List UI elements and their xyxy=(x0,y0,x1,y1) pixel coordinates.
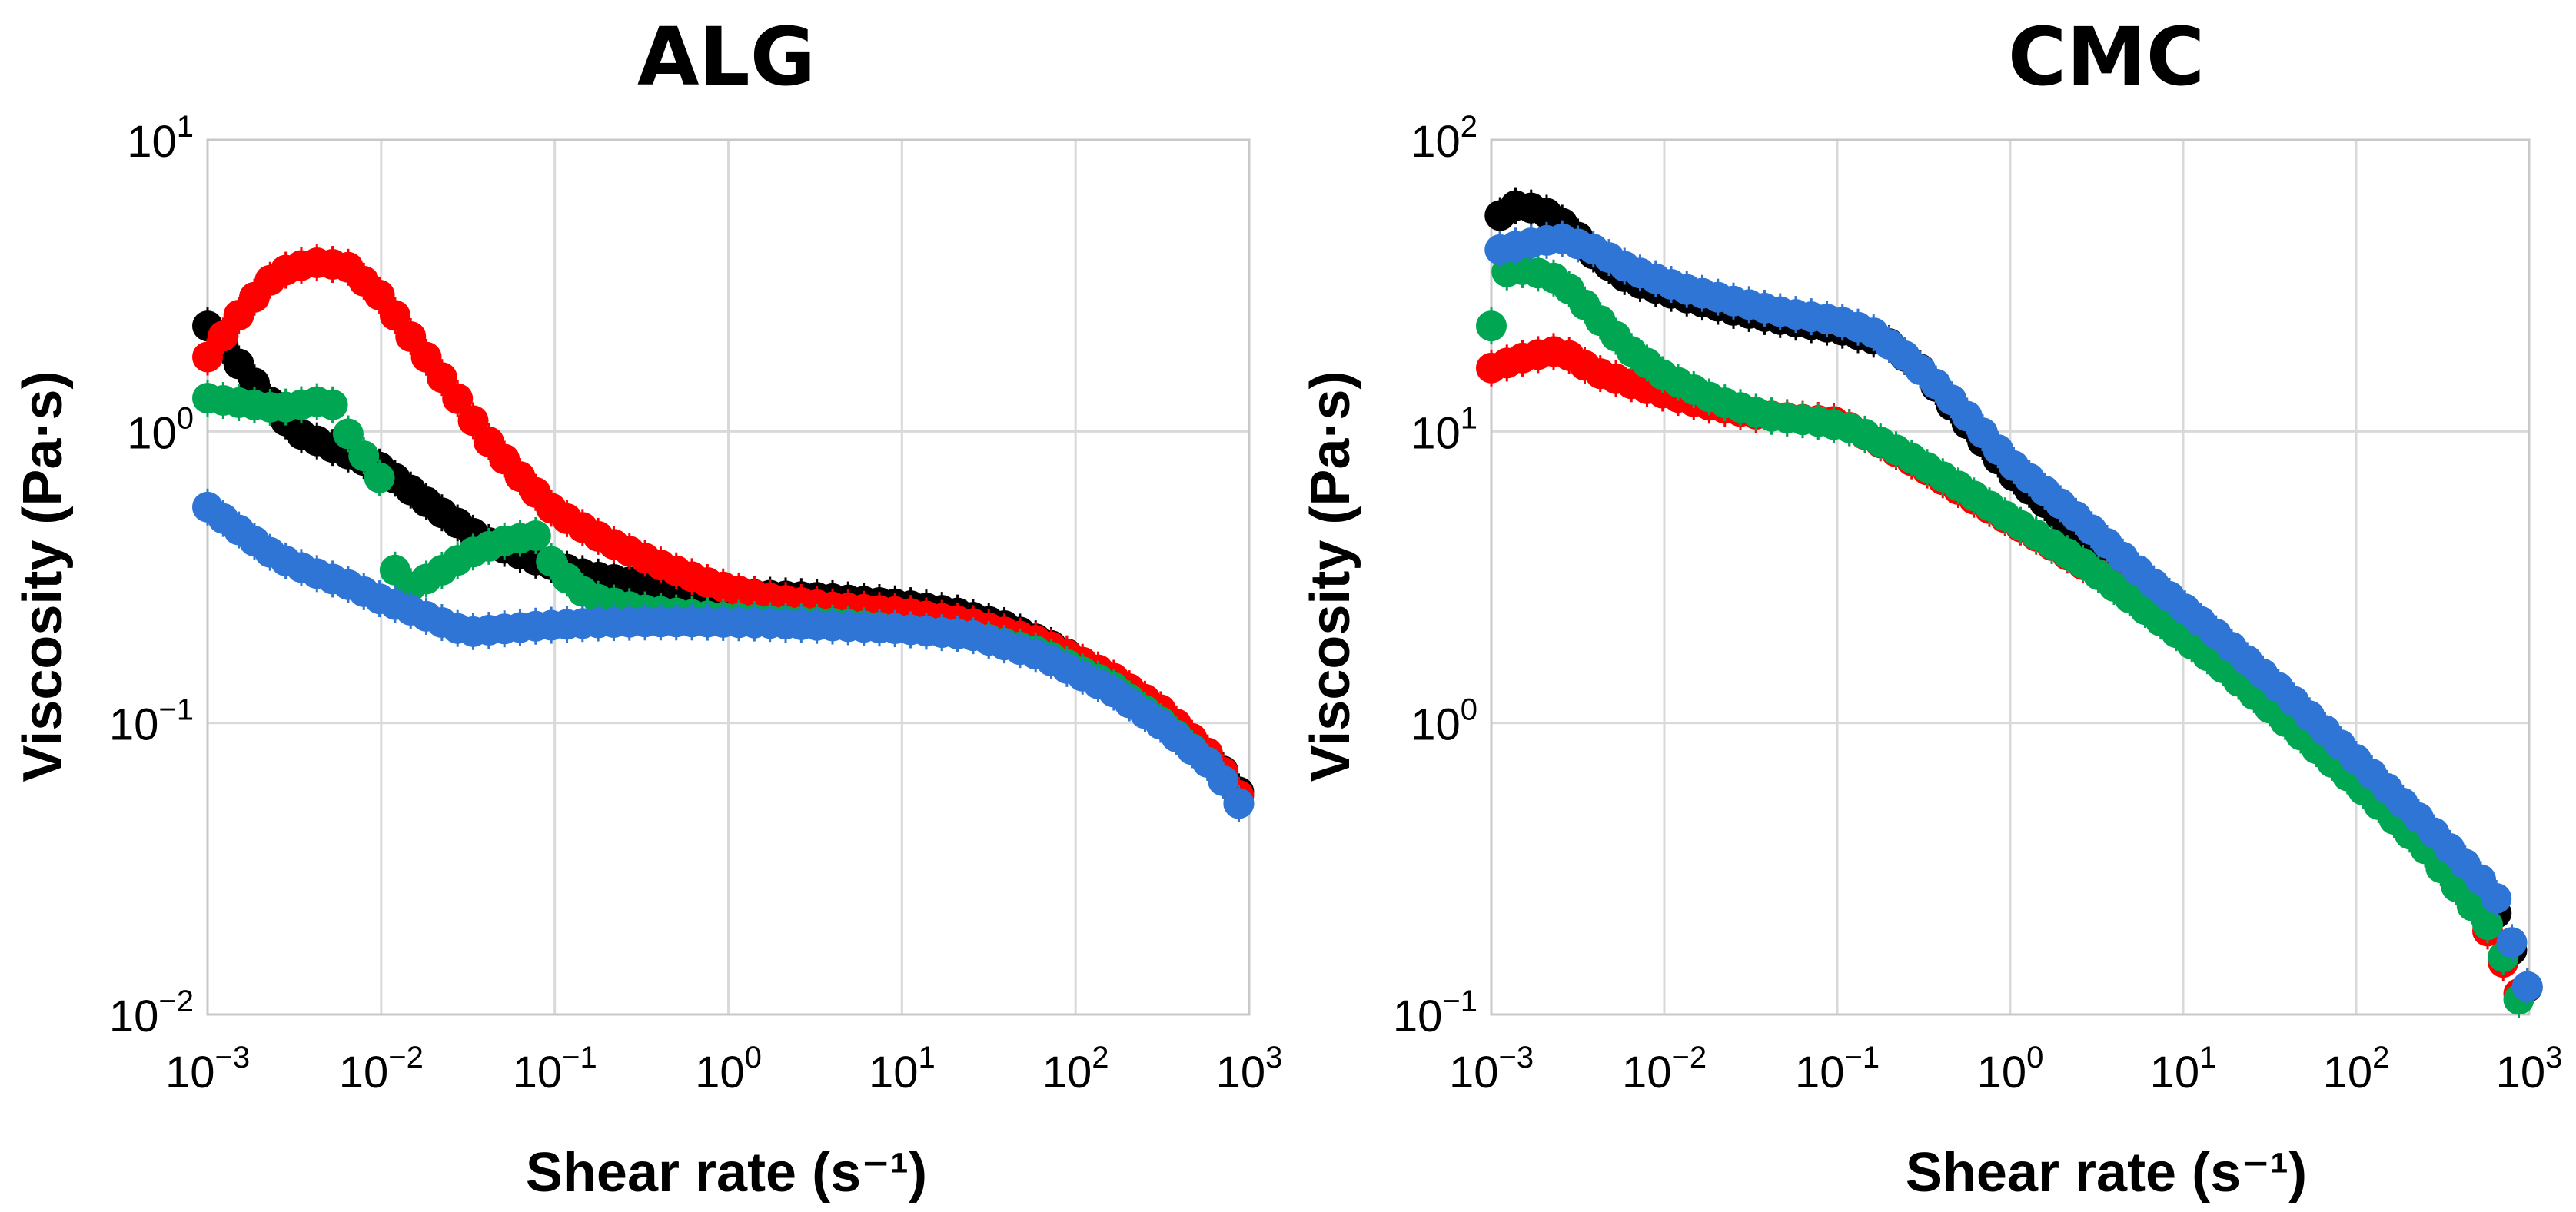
alg-data-point xyxy=(208,320,239,352)
cmc-x-tick-base: 10 xyxy=(1977,1048,2027,1097)
cmc-x-tick-label: 10−1 xyxy=(1795,1041,1880,1097)
alg-x-tick-exponent: −2 xyxy=(388,1041,424,1074)
alg-data-point xyxy=(332,418,364,450)
cmc-x-tick-exponent: 1 xyxy=(2199,1041,2216,1074)
alg-x-tick-label: 101 xyxy=(869,1041,936,1097)
alg-data-point xyxy=(457,405,489,437)
alg-x-tick-label: 10−3 xyxy=(165,1041,250,1097)
alg-y-tick-label: 10−2 xyxy=(109,985,194,1041)
alg-y-tick-base: 10 xyxy=(109,700,159,750)
cmc-x-tick-exponent: −2 xyxy=(1671,1041,1707,1074)
alg-x-tick-base: 10 xyxy=(869,1048,919,1097)
cmc-data-point xyxy=(2496,927,2528,958)
cmc-x-tick-base: 10 xyxy=(2323,1048,2373,1097)
cmc-x-tick-base: 10 xyxy=(1449,1048,1499,1097)
cmc-x-tick-base: 10 xyxy=(1622,1048,1672,1097)
alg-data-point xyxy=(520,520,551,551)
cmc-chart-title: CMC xyxy=(2008,10,2205,104)
alg-x-tick-base: 10 xyxy=(513,1048,563,1097)
cmc-data-point xyxy=(2481,882,2512,914)
cmc-x-tick-exponent: 0 xyxy=(2026,1041,2043,1074)
cmc-x-tick-base: 10 xyxy=(2496,1048,2546,1097)
cmc-x-tick-label: 101 xyxy=(2150,1041,2217,1097)
alg-y-tick-label: 100 xyxy=(127,401,194,458)
cmc-x-tick-exponent: −3 xyxy=(1498,1041,1534,1074)
alg-data-point xyxy=(192,341,223,373)
alg-x-tick-base: 10 xyxy=(165,1048,215,1097)
cmc-y-tick-base: 10 xyxy=(1411,117,1461,167)
alg-y-tick-label: 10−1 xyxy=(109,693,194,750)
alg-x-tick-label: 10−1 xyxy=(513,1041,597,1097)
cmc-data-point xyxy=(2472,909,2503,941)
cmc-x-tick-base: 10 xyxy=(2150,1048,2200,1097)
cmc-data-point xyxy=(1476,310,1507,342)
cmc-y-tick-label: 100 xyxy=(1411,693,1477,750)
alg-series-4 xyxy=(192,488,1255,822)
cmc-data-point xyxy=(2511,971,2543,1002)
alg-x-tick-base: 10 xyxy=(339,1048,389,1097)
cmc-y-tick-label: 10−1 xyxy=(1393,985,1477,1041)
cmc-series-4 xyxy=(1484,220,2543,1005)
cmc-series-3 xyxy=(1476,251,2534,1018)
alg-y-tick-exponent: 0 xyxy=(177,401,194,435)
cmc-x-tick-label: 100 xyxy=(1977,1041,2044,1097)
cmc-y-tick-base: 10 xyxy=(1411,700,1461,750)
alg-data-point xyxy=(348,440,380,472)
alg-chart-title: ALG xyxy=(637,10,816,104)
alg-x-tick-base: 10 xyxy=(1216,1048,1266,1097)
alg-x-tick-label: 100 xyxy=(695,1041,762,1097)
alg-data-point xyxy=(317,389,348,420)
alg-x-tick-label: 10−2 xyxy=(339,1041,424,1097)
alg-y-tick-base: 10 xyxy=(127,117,177,167)
alg-x-tick-exponent: −1 xyxy=(562,1041,597,1074)
cmc-y-tick-exponent: 1 xyxy=(1461,401,1477,435)
alg-y-tick-label: 101 xyxy=(127,110,194,167)
cmc-x-tick-label: 103 xyxy=(2496,1041,2563,1097)
alg-data-point xyxy=(426,362,457,393)
cmc-y-tick-exponent: 0 xyxy=(1461,693,1477,727)
cmc-x-tick-exponent: −1 xyxy=(1844,1041,1880,1074)
cmc-y-axis-label: Viscosity (Pa·s) xyxy=(1300,371,1361,782)
cmc-x-tick-label: 10−2 xyxy=(1622,1041,1707,1097)
cmc-x-tick-exponent: 2 xyxy=(2372,1041,2389,1074)
alg-y-axis-label: Viscosity (Pa·s) xyxy=(12,371,74,782)
cmc-y-tick-label: 101 xyxy=(1411,401,1477,458)
cmc-y-tick-base: 10 xyxy=(1411,408,1461,458)
alg-data-point xyxy=(1208,765,1239,796)
alg-x-tick-base: 10 xyxy=(1042,1048,1092,1097)
cmc-x-tick-label: 10−3 xyxy=(1449,1041,1534,1097)
alg-x-tick-label: 102 xyxy=(1042,1041,1109,1097)
alg-x-tick-exponent: 0 xyxy=(745,1041,762,1074)
alg-y-tick-base: 10 xyxy=(127,408,177,458)
cmc-axis-frame xyxy=(1490,138,2531,1016)
alg-x-axis-label: Shear rate (s⁻¹) xyxy=(526,1142,927,1204)
alg-x-tick-base: 10 xyxy=(695,1048,745,1097)
alg-x-tick-exponent: 2 xyxy=(1092,1041,1109,1074)
alg-data-point xyxy=(364,462,395,493)
cmc-y-tick-label: 102 xyxy=(1411,110,1477,167)
alg-x-tick-exponent: −3 xyxy=(214,1041,250,1074)
cmc-y-tick-exponent: 2 xyxy=(1461,110,1477,144)
alg-data-point xyxy=(379,300,410,331)
alg-y-tick-exponent: −2 xyxy=(158,985,194,1018)
alg-y-tick-exponent: −1 xyxy=(158,693,194,727)
alg-data-point xyxy=(1223,788,1255,819)
cmc-x-tick-label: 102 xyxy=(2323,1041,2390,1097)
alg-axis-frame xyxy=(206,138,1251,1016)
alg-x-tick-exponent: 3 xyxy=(1265,1041,1282,1074)
cmc-y-tick-base: 10 xyxy=(1393,991,1443,1041)
alg-x-tick-exponent: 1 xyxy=(918,1041,935,1074)
alg-y-tick-exponent: 1 xyxy=(177,110,194,144)
cmc-x-tick-base: 10 xyxy=(1795,1048,1845,1097)
cmc-x-tick-exponent: 3 xyxy=(2545,1041,2562,1074)
cmc-y-tick-exponent: −1 xyxy=(1442,985,1477,1018)
alg-y-tick-base: 10 xyxy=(109,991,159,1041)
cmc-x-axis-label: Shear rate (s⁻¹) xyxy=(1906,1142,2307,1204)
alg-x-tick-label: 103 xyxy=(1216,1041,1283,1097)
alg-data-point xyxy=(442,383,474,414)
